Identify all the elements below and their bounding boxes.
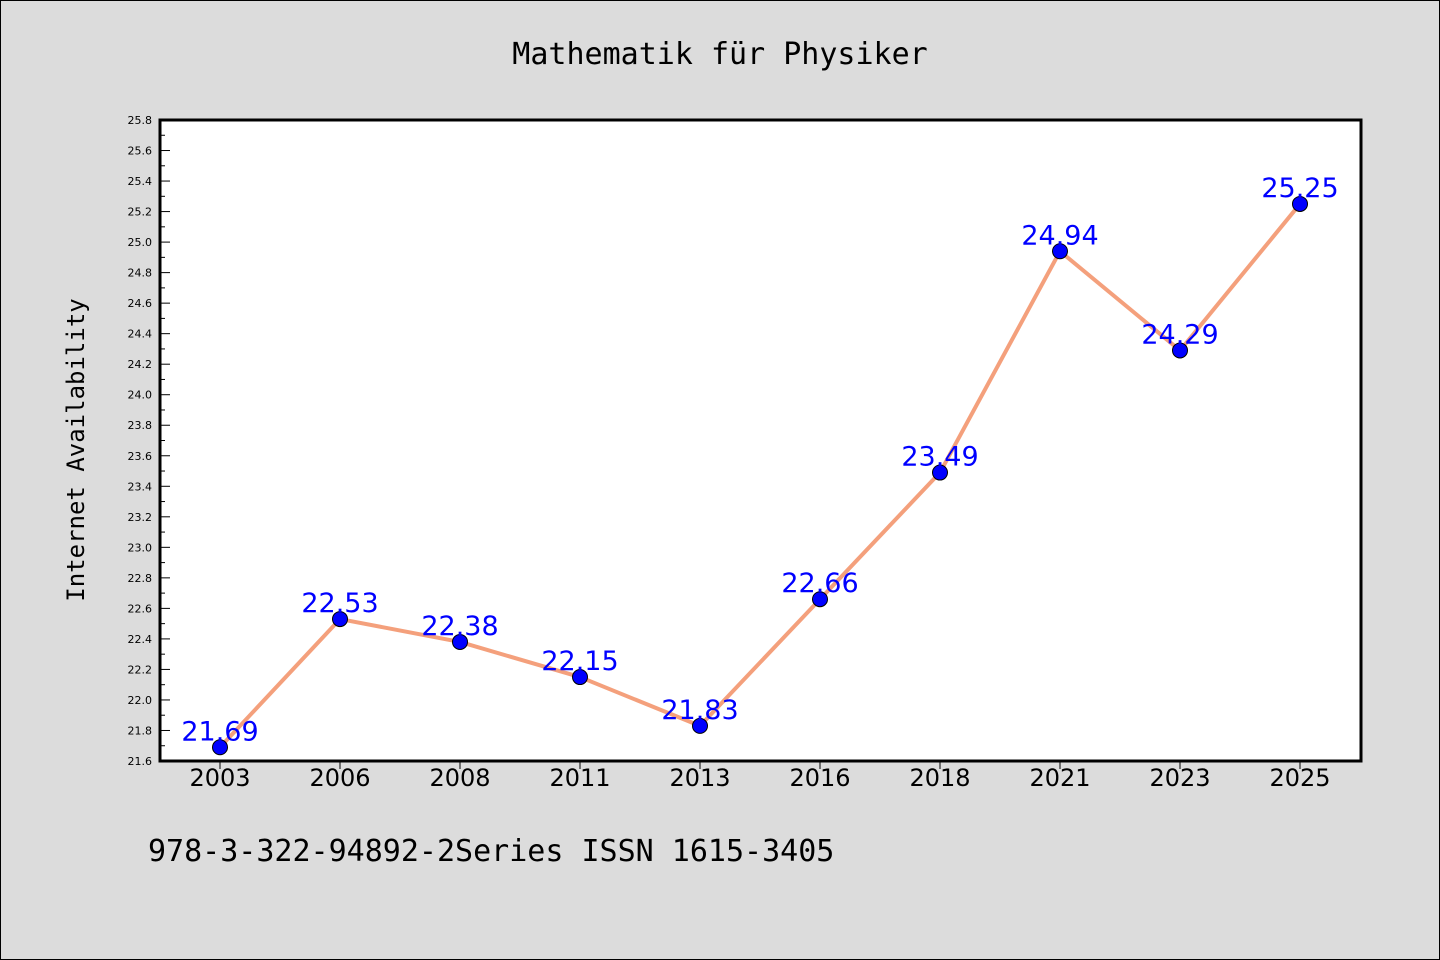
x-tick-label: 2008 [429, 764, 490, 792]
y-tick-label: 24.4 [128, 328, 153, 341]
data-label: 21.83 [661, 695, 738, 726]
data-point [1052, 243, 1068, 260]
y-tick-label: 25.2 [128, 206, 153, 219]
x-tick-label: 2011 [549, 764, 610, 792]
data-label: 22.15 [541, 646, 618, 677]
y-tick-label: 23.6 [128, 450, 153, 463]
y-tick-label: 22.4 [128, 633, 153, 646]
x-tick-label: 2003 [189, 764, 250, 792]
data-point [572, 669, 588, 686]
data-label: 23.49 [901, 442, 978, 473]
x-tick-label: 2023 [1149, 764, 1210, 792]
data-label: 22.38 [421, 611, 498, 642]
data-label: 21.69 [181, 716, 258, 747]
data-label: 24.94 [1021, 220, 1098, 251]
y-tick-label: 22.8 [128, 572, 153, 585]
y-tick-label: 21.8 [128, 724, 153, 737]
y-tick-label: 23.8 [128, 419, 153, 432]
x-tick-label: 2013 [669, 764, 730, 792]
data-point [692, 717, 708, 734]
data-point [332, 611, 348, 628]
x-tick-label: 2006 [309, 764, 370, 792]
x-tick-label: 2018 [909, 764, 970, 792]
y-axis: 21.6 21.8 22.0 22.2 22.4 22.6 22.8 23.0 23.2 23.4… [128, 114, 170, 768]
x-tick-label: 2016 [789, 764, 850, 792]
footer-series-info: 978-3-322-94892-2Series ISSN 1615-3405 [148, 834, 835, 869]
data-point [452, 633, 468, 650]
plot-area [158, 118, 1363, 763]
series-line-group [218, 201, 1302, 750]
y-tick-label: 22.2 [128, 663, 153, 676]
y-tick-label: 25.8 [128, 114, 153, 127]
data-point [1292, 195, 1308, 212]
y-tick-label: 25.6 [128, 145, 153, 158]
data-label: 25.25 [1261, 173, 1338, 204]
y-tick-label: 23.0 [128, 541, 153, 554]
data-label: 22.66 [781, 568, 858, 599]
x-axis: 2003 2006 2008 2011 2013 2016 2018 2021 2023 2025 [189, 761, 1331, 792]
data-point [212, 739, 228, 756]
y-tick-label: 25.0 [128, 236, 153, 249]
y-tick-label: 24.2 [128, 358, 153, 371]
y-tick-label: 24.0 [128, 389, 153, 402]
series-points-group [212, 195, 1308, 756]
data-point [1172, 342, 1188, 359]
y-tick-label: 24.8 [128, 267, 153, 280]
chart-title: Mathematik für Physiker [512, 37, 927, 72]
series-line [218, 201, 1302, 750]
data-point [812, 591, 828, 608]
y-axis-label: Internet Availability [62, 298, 90, 601]
y-tick-label: 22.6 [128, 602, 153, 615]
data-label: 22.53 [301, 588, 378, 619]
data-point [932, 464, 948, 481]
y-tick-label: 21.6 [128, 755, 153, 768]
x-tick-label: 2021 [1029, 764, 1090, 792]
data-labels-group: 21.69 22.53 22.38 22.15 21.83 22.66 23.49 24.94… [181, 173, 1338, 747]
y-tick-label: 23.2 [128, 511, 153, 524]
y-tick-label: 24.6 [128, 297, 153, 310]
y-tick-label: 25.4 [128, 175, 153, 188]
data-label: 24.29 [1141, 319, 1218, 350]
y-tick-label: 22.0 [128, 694, 153, 707]
y-tick-label: 23.4 [128, 480, 153, 493]
x-tick-label: 2025 [1269, 764, 1330, 792]
